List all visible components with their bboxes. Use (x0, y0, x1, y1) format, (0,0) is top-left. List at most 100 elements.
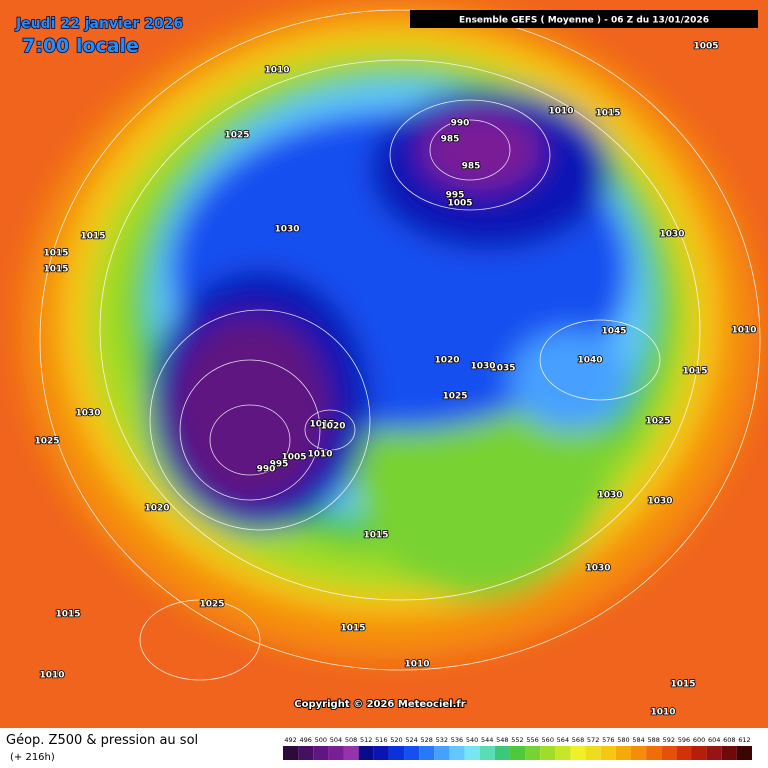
footer-title: Géop. Z500 & pression au sol (6, 733, 198, 748)
scale-label: 544 (481, 736, 493, 744)
scale-swatch (479, 746, 495, 760)
scale-swatch (570, 746, 586, 760)
isobar-label: 1005 (693, 42, 718, 52)
isobar-label: 1010 (39, 671, 64, 681)
scale-swatch (388, 746, 405, 760)
isobar-label: 1005 (281, 453, 306, 463)
scale-swatch (615, 746, 631, 760)
isobar-label: 1015 (340, 624, 365, 634)
scale-label: 548 (496, 736, 508, 744)
scale-label: 504 (330, 736, 342, 744)
isobar-label: 1040 (577, 356, 602, 366)
isobar-label: 1010 (404, 660, 429, 670)
scale-label: 520 (390, 736, 402, 744)
scale-label: 512 (360, 736, 372, 744)
isobar-label: 1010 (731, 326, 756, 336)
isobar-label: 1010 (307, 450, 332, 460)
forecast-time: 7:00 locale (22, 35, 139, 57)
scale-swatch (540, 746, 556, 760)
isobar-label: 1025 (442, 392, 467, 402)
scale-label: 556 (526, 736, 538, 744)
forecast-date: Jeudi 22 janvier 2026 (15, 16, 183, 32)
isobar-label: 1015 (670, 680, 695, 690)
isobar-label: 1045 (601, 327, 626, 337)
scale-swatch (600, 746, 616, 760)
isobar-label: 1015 (80, 232, 105, 242)
scale-swatch (706, 746, 722, 760)
color-scale: 492 496 500 504 508 512 516 520 524 528 532 536 540 5… (283, 736, 752, 760)
scale-swatch (646, 746, 662, 760)
isobar-label: 1025 (199, 600, 224, 610)
scale-label: 608 (723, 736, 735, 744)
isobar-label: 1025 (224, 131, 249, 141)
isobar-label: 1025 (645, 417, 670, 427)
isobar-label: 1010 (650, 708, 675, 718)
scale-label: 596 (678, 736, 690, 744)
scale-swatch (525, 746, 541, 760)
isobar-label: 990 (257, 465, 276, 475)
isobar-label: 1015 (43, 265, 68, 275)
isobar-label: 1015 (363, 531, 388, 541)
scale-swatch (585, 746, 601, 760)
scale-label: 572 (587, 736, 599, 744)
isobar-label: 1030 (585, 564, 610, 574)
isobar-label: 1035 (490, 364, 515, 374)
isobar-label: 1030 (647, 497, 672, 507)
scale-label: 492 (284, 736, 296, 744)
scale-label: 552 (511, 736, 523, 744)
scale-swatch (313, 746, 329, 760)
isobar-label: 1020 (144, 504, 169, 514)
run-title: Ensemble GEFS ( Moyenne ) - 06 Z du 13/0… (459, 16, 709, 26)
scale-label: 528 (421, 736, 433, 744)
scale-swatch (676, 746, 692, 760)
scale-label: 584 (632, 736, 644, 744)
scale-swatch (283, 746, 299, 760)
scale-label: 500 (315, 736, 327, 744)
scale-label: 580 (617, 736, 629, 744)
isobar-label: 1010 (264, 66, 289, 76)
scale-swatch (661, 746, 677, 760)
scale-label: 532 (436, 736, 448, 744)
scale-label: 588 (647, 736, 659, 744)
scale-label: 496 (299, 736, 311, 744)
isobar-label: 1015 (43, 249, 68, 259)
scale-swatch (358, 746, 374, 760)
scale-label: 564 (557, 736, 569, 744)
isobar-label: 1020 (434, 356, 459, 366)
scale-swatch (343, 746, 359, 760)
isobar-label: 1010 (548, 107, 573, 117)
scale-swatch (298, 746, 314, 760)
lead-time: (+ 216h) (10, 752, 55, 763)
isobar-label: 1030 (75, 409, 100, 419)
scale-swatch (419, 746, 435, 760)
isobar-label: 990 (451, 119, 470, 129)
scale-label: 576 (602, 736, 614, 744)
scale-swatch (555, 746, 571, 760)
scale-label: 612 (738, 736, 750, 744)
scale-swatch (721, 746, 737, 760)
scale-label: 536 (451, 736, 463, 744)
isobar-label: 985 (441, 135, 460, 145)
scale-swatch (509, 746, 526, 760)
isobar-label: 1015 (309, 420, 334, 430)
isobar-label: 985 (462, 162, 481, 172)
isobar-label: 1015 (682, 367, 707, 377)
geopotential-field (0, 0, 768, 728)
scale-swatch (494, 746, 510, 760)
scale-label: 540 (466, 736, 478, 744)
isobar-label: 1005 (447, 199, 472, 209)
scale-label: 604 (708, 736, 720, 744)
scale-label: 516 (375, 736, 387, 744)
scale-swatch (449, 746, 465, 760)
scale-label: 592 (663, 736, 675, 744)
scale-label: 560 (542, 736, 554, 744)
scale-swatch (736, 746, 752, 760)
scale-label: 600 (693, 736, 705, 744)
isobar-label: 1020 (320, 422, 345, 432)
isobar-label: 1030 (659, 230, 684, 240)
scale-swatch (691, 746, 707, 760)
title-bar (410, 10, 758, 28)
isobar-label: 1030 (274, 225, 299, 235)
